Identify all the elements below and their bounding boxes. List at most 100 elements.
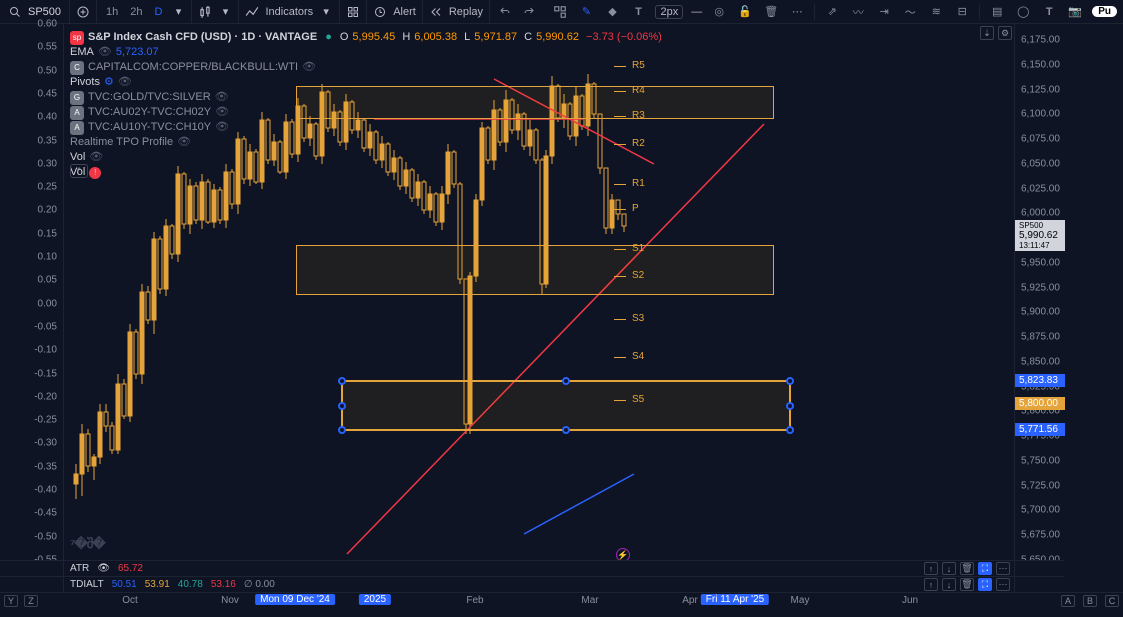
text-tool-icon[interactable]: T [629, 3, 647, 21]
left-tick: -0.35 [34, 461, 57, 472]
left-tick: 0.25 [38, 182, 57, 193]
left-tick: 0.30 [38, 158, 57, 169]
pane-more[interactable]: ⋯ [996, 562, 1010, 575]
stroke-width[interactable]: 2px [655, 5, 683, 19]
resize-handle[interactable] [786, 402, 794, 410]
left-tick: 0.20 [38, 205, 57, 216]
resize-handle[interactable] [338, 377, 346, 385]
left-axis[interactable]: 0.600.550.500.450.400.350.300.250.200.15… [0, 24, 64, 560]
resize-handle[interactable] [562, 426, 570, 434]
redo-button[interactable] [520, 3, 538, 21]
time-label: Nov [221, 595, 239, 606]
timeframe-1h[interactable]: 1h [103, 6, 121, 18]
target-icon[interactable]: ◎ [710, 3, 728, 21]
tool-5-icon[interactable]: ≋ [927, 3, 945, 21]
indicators-button[interactable]: Indicators ▾ [239, 0, 340, 24]
drawing-templates-icon[interactable] [551, 3, 569, 21]
indicators-icon [245, 5, 259, 19]
price-axis[interactable]: 6,175.006,150.006,125.006,100.006,075.00… [1014, 24, 1064, 560]
more-icon[interactable]: ⋯ [788, 3, 806, 21]
eye-icon[interactable]: 👁 [97, 563, 110, 574]
footer-b[interactable]: B [1083, 595, 1097, 607]
price-badge: 5,823.83 [1015, 374, 1065, 387]
resize-handle[interactable] [338, 402, 346, 410]
time-axis[interactable]: Y Z OctNovFebMarAprMayJunMon 09 Dec '242… [0, 592, 1123, 609]
footer-a[interactable]: A [1061, 595, 1075, 607]
pivot-dash [614, 209, 626, 210]
left-tick: -0.10 [34, 345, 57, 356]
tool-2-icon[interactable]: 〰 [849, 3, 867, 21]
layout-icon[interactable]: ▤ [988, 3, 1006, 21]
tool-1-icon[interactable]: ⇗ [823, 3, 841, 21]
text-icon[interactable]: T [1040, 3, 1058, 21]
pane-down[interactable]: ↓ [942, 562, 956, 575]
pivot-dash [614, 66, 626, 67]
pivot-label: S4 [632, 351, 644, 362]
price-chart[interactable]: sp S&P Index Cash CFD (USD) · 1D · VANTA… [64, 24, 1014, 560]
fill-icon[interactable]: ◆ [603, 3, 621, 21]
price-tick: 5,750.00 [1021, 455, 1060, 466]
price-zone[interactable] [296, 86, 774, 119]
chart-style[interactable]: ▾ [192, 0, 239, 24]
time-badge: Mon 09 Dec '24 [255, 594, 335, 605]
price-zone[interactable] [296, 245, 774, 295]
footer-c[interactable]: C [1105, 595, 1119, 607]
resize-handle[interactable] [338, 426, 346, 434]
brush-icon[interactable]: ✎ [577, 3, 595, 21]
time-label: Mar [581, 595, 598, 606]
price-zone[interactable] [342, 381, 790, 430]
tool-6-icon[interactable]: ⊟ [953, 3, 971, 21]
resize-handle[interactable] [786, 426, 794, 434]
left-tick: -0.45 [34, 508, 57, 519]
symbol-text: SP500 [28, 6, 61, 18]
replay-button[interactable]: Replay [423, 0, 490, 24]
price-tick: 5,925.00 [1021, 282, 1060, 293]
chart-area: 0.600.550.500.450.400.350.300.250.200.15… [0, 24, 1123, 600]
resize-handle[interactable] [562, 377, 570, 385]
left-tick: 0.45 [38, 88, 57, 99]
resize-handle[interactable] [786, 377, 794, 385]
left-tick: 0.60 [38, 19, 57, 30]
tool-4-icon[interactable]: 〜 [901, 3, 919, 21]
timeframe-2h[interactable]: 2h [127, 6, 145, 18]
camera-icon[interactable]: 📷 [1066, 3, 1084, 21]
pane-up[interactable]: ↑ [924, 562, 938, 575]
symbol-search[interactable]: SP500 [0, 0, 70, 24]
layout2-icon[interactable]: ◯ [1014, 3, 1032, 21]
pane-down[interactable]: ↓ [942, 578, 956, 591]
publish-button[interactable]: Pu [1092, 6, 1117, 17]
timeframe-D[interactable]: D [152, 6, 166, 18]
lock-icon[interactable]: 🔓 [736, 3, 754, 21]
chevron-down-icon[interactable]: ▾ [171, 5, 185, 19]
price-tick: 6,150.00 [1021, 59, 1060, 70]
tool-3-icon[interactable]: ⇥ [875, 3, 893, 21]
pane-up[interactable]: ↑ [924, 578, 938, 591]
pane-max[interactable]: ⛶ [978, 562, 992, 575]
price-tick: 6,000.00 [1021, 208, 1060, 219]
flash-indicator: ⚡ [616, 548, 630, 560]
time-label: Jun [902, 595, 918, 606]
pane-trash[interactable]: 🗑 [960, 578, 974, 591]
undo-button[interactable] [496, 3, 514, 21]
price-tick: 5,725.00 [1021, 480, 1060, 491]
timeframe-group: 1h 2h D ▾ [97, 0, 192, 24]
price-tick: 6,125.00 [1021, 84, 1060, 95]
price-tick: 5,675.00 [1021, 530, 1060, 541]
left-tick: -0.30 [34, 438, 57, 449]
left-tick: 0.35 [38, 135, 57, 146]
pane-more[interactable]: ⋯ [996, 578, 1010, 591]
tdi-label: TDIALT [70, 579, 104, 590]
pivot-label: R1 [632, 178, 645, 189]
left-tick: -0.15 [34, 368, 57, 379]
left-tick: -0.05 [34, 321, 57, 332]
templates-button[interactable] [340, 0, 367, 24]
goto-button-y[interactable]: Y [4, 595, 18, 607]
pane-trash[interactable]: 🗑 [960, 562, 974, 575]
pane-max[interactable]: ⛶ [978, 578, 992, 591]
goto-button-z[interactable]: Z [24, 595, 38, 607]
search-icon [8, 5, 22, 19]
pivot-label: R5 [632, 60, 645, 71]
trash-icon[interactable]: 🗑 [762, 3, 780, 21]
alert-button[interactable]: Alert [367, 0, 423, 24]
add-compare[interactable] [70, 0, 97, 24]
